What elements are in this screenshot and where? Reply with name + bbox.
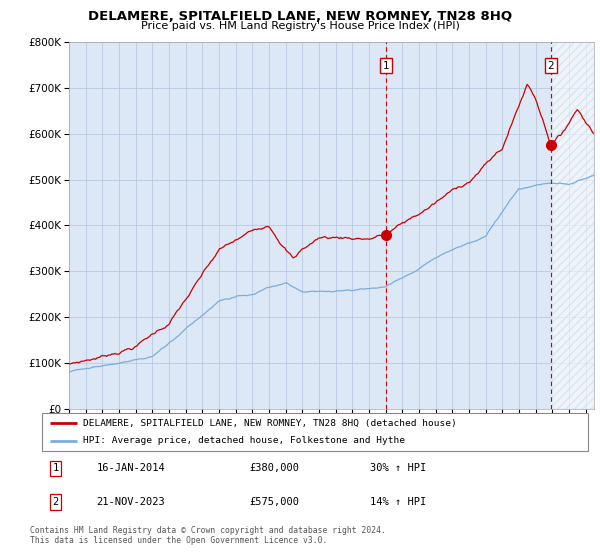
- Text: 30% ↑ HPI: 30% ↑ HPI: [370, 464, 426, 473]
- Text: 2: 2: [547, 61, 554, 71]
- Text: Contains HM Land Registry data © Crown copyright and database right 2024.: Contains HM Land Registry data © Crown c…: [30, 526, 386, 535]
- Text: DELAMERE, SPITALFIELD LANE, NEW ROMNEY, TN28 8HQ: DELAMERE, SPITALFIELD LANE, NEW ROMNEY, …: [88, 10, 512, 23]
- Bar: [551, 42, 594, 409]
- Text: 21-NOV-2023: 21-NOV-2023: [97, 497, 166, 507]
- Text: 2: 2: [53, 497, 59, 507]
- Text: This data is licensed under the Open Government Licence v3.0.: This data is licensed under the Open Gov…: [30, 536, 328, 545]
- Text: 16-JAN-2014: 16-JAN-2014: [97, 464, 166, 473]
- Text: 14% ↑ HPI: 14% ↑ HPI: [370, 497, 426, 507]
- Text: £380,000: £380,000: [250, 464, 299, 473]
- Text: Price paid vs. HM Land Registry's House Price Index (HPI): Price paid vs. HM Land Registry's House …: [140, 21, 460, 31]
- Text: DELAMERE, SPITALFIELD LANE, NEW ROMNEY, TN28 8HQ (detached house): DELAMERE, SPITALFIELD LANE, NEW ROMNEY, …: [83, 418, 457, 427]
- Text: HPI: Average price, detached house, Folkestone and Hythe: HPI: Average price, detached house, Folk…: [83, 436, 405, 445]
- Text: £575,000: £575,000: [250, 497, 299, 507]
- FancyBboxPatch shape: [42, 413, 588, 451]
- Text: 1: 1: [383, 61, 389, 71]
- Text: 1: 1: [53, 464, 59, 473]
